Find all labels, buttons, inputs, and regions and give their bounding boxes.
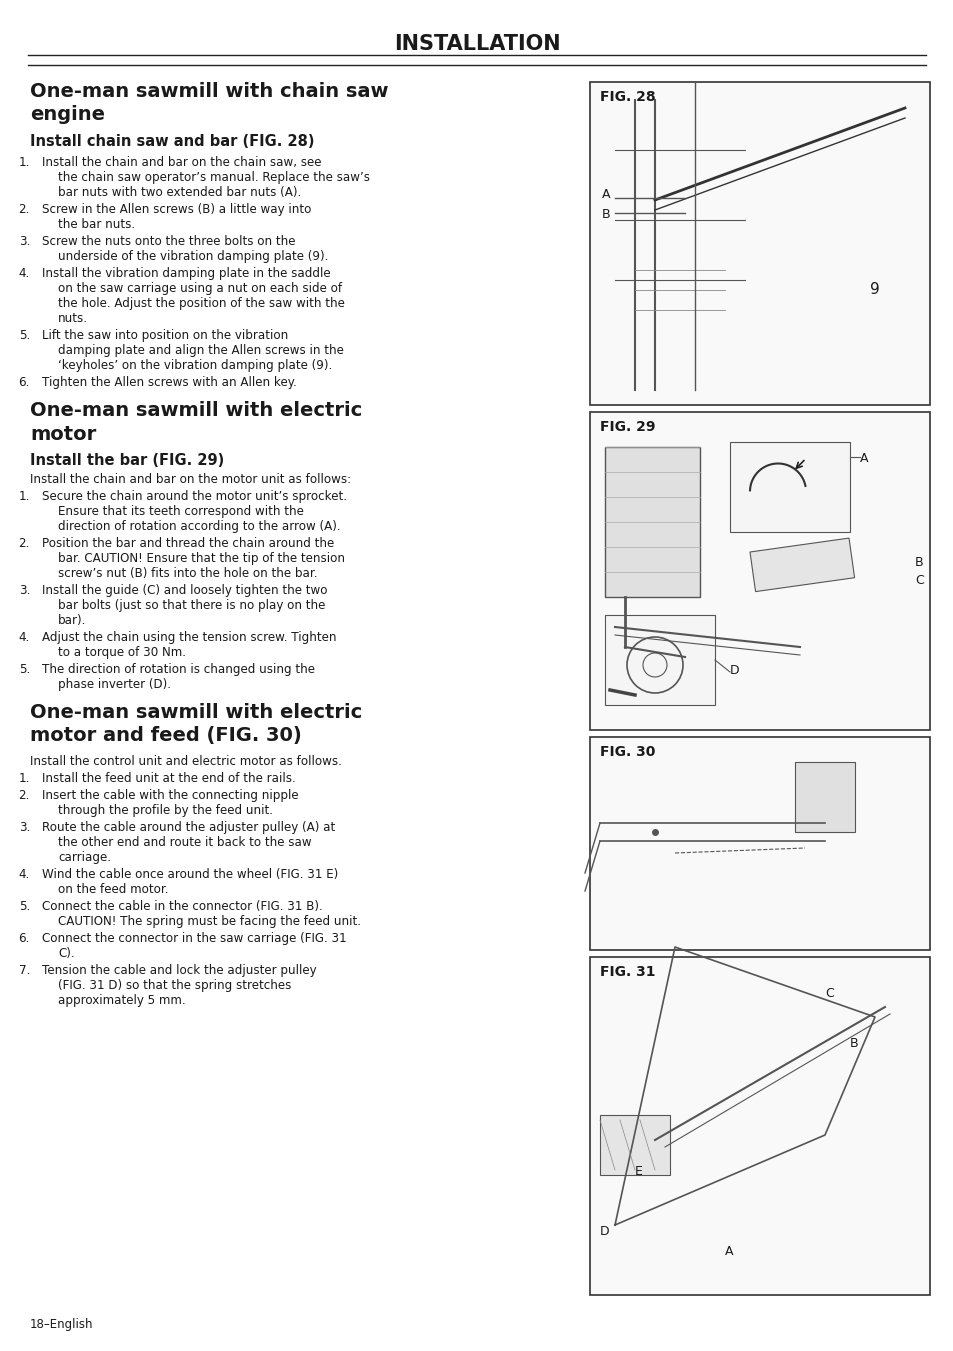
- Text: 1.: 1.: [19, 771, 30, 785]
- Text: 2.: 2.: [19, 203, 30, 216]
- Text: Connect the cable in the connector (FIG. 31 B).: Connect the cable in the connector (FIG.…: [42, 900, 322, 913]
- Text: 5.: 5.: [19, 900, 30, 913]
- Text: Adjust the chain using the tension screw. Tighten: Adjust the chain using the tension screw…: [42, 631, 336, 644]
- Text: Install chain saw and bar (FIG. 28): Install chain saw and bar (FIG. 28): [30, 134, 314, 149]
- Text: Install the control unit and electric motor as follows.: Install the control unit and electric mo…: [30, 755, 341, 767]
- Text: 18–English: 18–English: [30, 1319, 93, 1331]
- Text: Tighten the Allen screws with an Allen key.: Tighten the Allen screws with an Allen k…: [42, 376, 296, 389]
- Text: on the feed motor.: on the feed motor.: [58, 884, 169, 896]
- Text: screw’s nut (B) fits into the hole on the bar.: screw’s nut (B) fits into the hole on th…: [58, 567, 317, 580]
- Text: bar).: bar).: [58, 613, 87, 627]
- Text: FIG. 28: FIG. 28: [599, 91, 655, 104]
- Text: carriage.: carriage.: [58, 851, 111, 865]
- Text: One-man sawmill with chain saw
engine: One-man sawmill with chain saw engine: [30, 82, 388, 124]
- Text: 5.: 5.: [19, 663, 30, 676]
- Text: E: E: [635, 1165, 642, 1178]
- Text: Insert the cable with the connecting nipple: Insert the cable with the connecting nip…: [42, 789, 298, 802]
- Bar: [749, 538, 854, 592]
- Text: 4.: 4.: [19, 267, 30, 280]
- Text: the bar nuts.: the bar nuts.: [58, 218, 135, 231]
- Text: C).: C).: [58, 947, 74, 961]
- Text: Ensure that its teeth correspond with the: Ensure that its teeth correspond with th…: [58, 505, 304, 517]
- Text: 1.: 1.: [19, 490, 30, 503]
- Text: C: C: [824, 988, 833, 1000]
- Text: Tension the cable and lock the adjuster pulley: Tension the cable and lock the adjuster …: [42, 965, 316, 977]
- Text: the other end and route it back to the saw: the other end and route it back to the s…: [58, 836, 312, 848]
- Text: Route the cable around the adjuster pulley (A) at: Route the cable around the adjuster pull…: [42, 821, 335, 834]
- Text: 6.: 6.: [19, 376, 30, 389]
- Text: FIG. 31: FIG. 31: [599, 965, 655, 979]
- Text: Install the feed unit at the end of the rails.: Install the feed unit at the end of the …: [42, 771, 295, 785]
- Text: Install the chain and bar on the motor unit as follows:: Install the chain and bar on the motor u…: [30, 473, 351, 486]
- Text: 2.: 2.: [19, 536, 30, 550]
- Text: D: D: [729, 663, 739, 677]
- Text: bar. CAUTION! Ensure that the tip of the tension: bar. CAUTION! Ensure that the tip of the…: [58, 553, 345, 565]
- Text: Lift the saw into position on the vibration: Lift the saw into position on the vibrat…: [42, 330, 288, 342]
- Text: nuts.: nuts.: [58, 312, 88, 326]
- Text: ‘keyholes’ on the vibration damping plate (9).: ‘keyholes’ on the vibration damping plat…: [58, 359, 332, 372]
- Text: underside of the vibration damping plate (9).: underside of the vibration damping plate…: [58, 250, 328, 263]
- Text: 5.: 5.: [19, 330, 30, 342]
- Bar: [794, 762, 854, 832]
- Text: FIG. 29: FIG. 29: [599, 420, 655, 434]
- Text: Install the vibration damping plate in the saddle: Install the vibration damping plate in t…: [42, 267, 331, 280]
- Text: One-man sawmill with electric
motor: One-man sawmill with electric motor: [30, 401, 362, 443]
- Text: FIG. 30: FIG. 30: [599, 744, 655, 759]
- Text: Screw the nuts onto the three bolts on the: Screw the nuts onto the three bolts on t…: [42, 235, 295, 249]
- Bar: [599, 1115, 669, 1175]
- Text: direction of rotation according to the arrow (A).: direction of rotation according to the a…: [58, 520, 340, 534]
- Bar: [729, 442, 849, 532]
- Text: approximately 5 mm.: approximately 5 mm.: [58, 994, 186, 1006]
- Text: the hole. Adjust the position of the saw with the: the hole. Adjust the position of the saw…: [58, 297, 345, 309]
- Text: bar nuts with two extended bar nuts (A).: bar nuts with two extended bar nuts (A).: [58, 186, 301, 199]
- Text: 4.: 4.: [19, 631, 30, 644]
- Text: 7.: 7.: [19, 965, 30, 977]
- Text: (FIG. 31 D) so that the spring stretches: (FIG. 31 D) so that the spring stretches: [58, 979, 291, 992]
- Text: the chain saw operator’s manual. Replace the saw’s: the chain saw operator’s manual. Replace…: [58, 172, 370, 184]
- Text: 4.: 4.: [19, 867, 30, 881]
- Text: to a torque of 30 Nm.: to a torque of 30 Nm.: [58, 646, 186, 659]
- Text: 1.: 1.: [19, 155, 30, 169]
- Text: 9: 9: [869, 282, 879, 297]
- Bar: [589, 738, 929, 950]
- Text: Wind the cable once around the wheel (FIG. 31 E): Wind the cable once around the wheel (FI…: [42, 867, 338, 881]
- Text: 3.: 3.: [19, 584, 30, 597]
- Text: CAUTION! The spring must be facing the feed unit.: CAUTION! The spring must be facing the f…: [58, 915, 360, 928]
- Text: Install the guide (C) and loosely tighten the two: Install the guide (C) and loosely tighte…: [42, 584, 327, 597]
- Text: A: A: [859, 453, 867, 465]
- Bar: [604, 615, 714, 705]
- Text: INSTALLATION: INSTALLATION: [394, 34, 559, 54]
- Text: 2.: 2.: [19, 789, 30, 802]
- Text: 3.: 3.: [19, 821, 30, 834]
- Text: B: B: [914, 555, 923, 569]
- Text: Position the bar and thread the chain around the: Position the bar and thread the chain ar…: [42, 536, 334, 550]
- Text: B: B: [849, 1038, 858, 1050]
- Text: Screw in the Allen screws (B) a little way into: Screw in the Allen screws (B) a little w…: [42, 203, 311, 216]
- Text: Install the chain and bar on the chain saw, see: Install the chain and bar on the chain s…: [42, 155, 321, 169]
- Text: Secure the chain around the motor unit’s sprocket.: Secure the chain around the motor unit’s…: [42, 490, 347, 503]
- Text: damping plate and align the Allen screws in the: damping plate and align the Allen screws…: [58, 345, 343, 357]
- Text: A: A: [724, 1246, 733, 1258]
- Text: through the profile by the feed unit.: through the profile by the feed unit.: [58, 804, 273, 817]
- Text: One-man sawmill with electric
motor and feed (FIG. 30): One-man sawmill with electric motor and …: [30, 703, 362, 746]
- Text: A: A: [601, 189, 609, 201]
- Text: phase inverter (D).: phase inverter (D).: [58, 678, 171, 690]
- Text: C: C: [914, 574, 923, 586]
- Text: D: D: [599, 1225, 609, 1238]
- Bar: [589, 412, 929, 730]
- Text: on the saw carriage using a nut on each side of: on the saw carriage using a nut on each …: [58, 282, 342, 295]
- Bar: [604, 447, 700, 597]
- Text: B: B: [600, 208, 609, 222]
- Text: The direction of rotation is changed using the: The direction of rotation is changed usi…: [42, 663, 314, 676]
- Text: bar bolts (just so that there is no play on the: bar bolts (just so that there is no play…: [58, 598, 325, 612]
- Text: Connect the connector in the saw carriage (FIG. 31: Connect the connector in the saw carriag…: [42, 932, 346, 944]
- Text: Install the bar (FIG. 29): Install the bar (FIG. 29): [30, 453, 224, 467]
- Text: 6.: 6.: [19, 932, 30, 944]
- Bar: [589, 957, 929, 1296]
- Text: 3.: 3.: [19, 235, 30, 249]
- Bar: [589, 82, 929, 405]
